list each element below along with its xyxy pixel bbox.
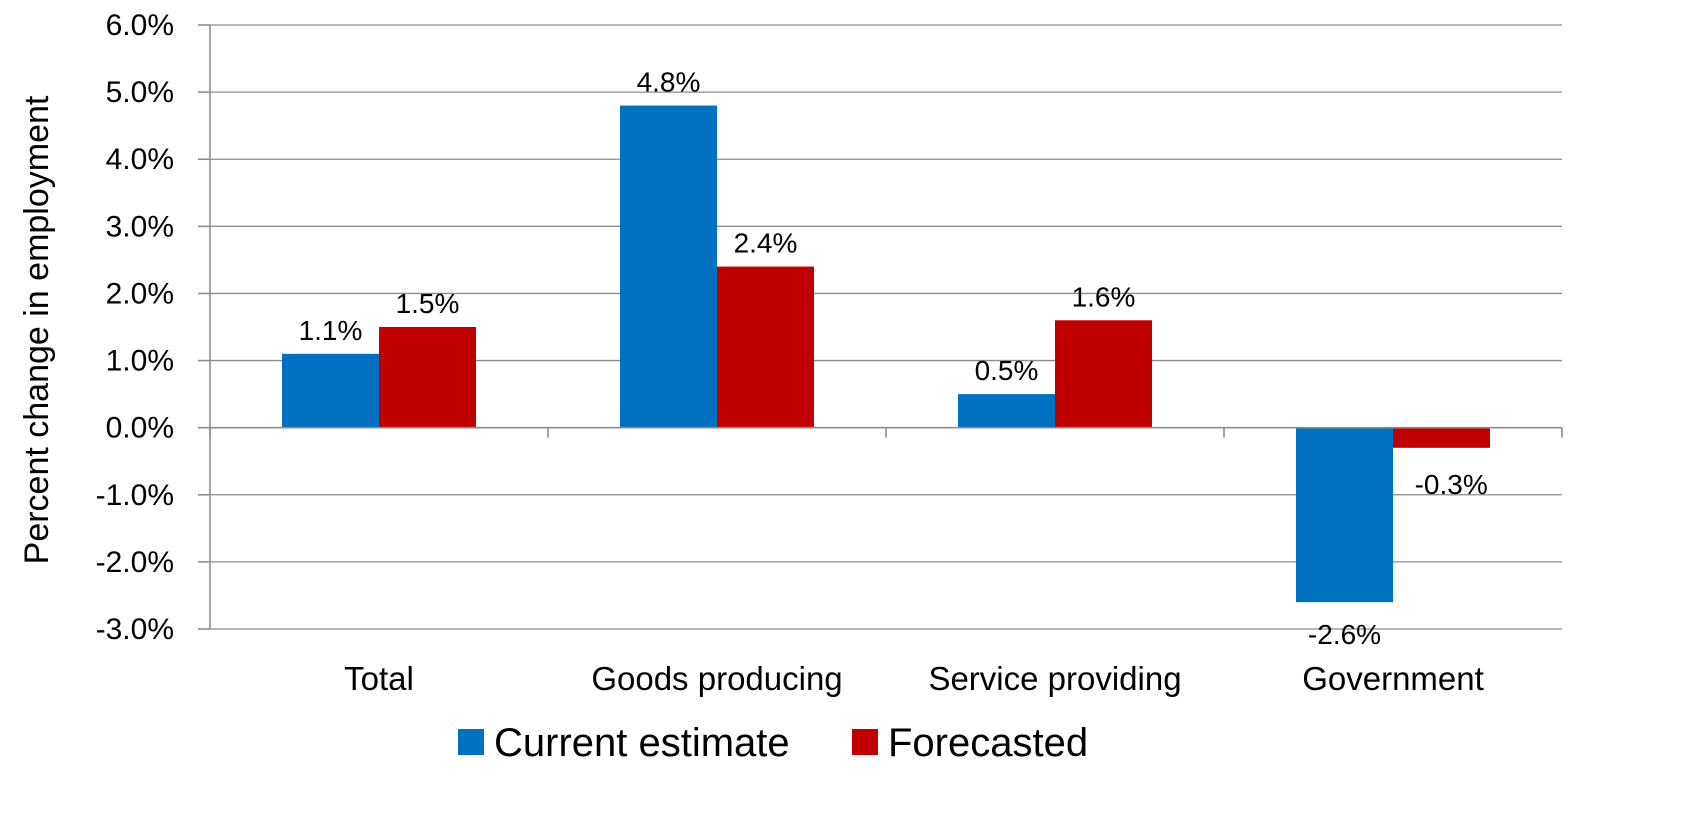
bar-current-estimate: [958, 394, 1055, 428]
data-label: -0.3%: [1415, 469, 1488, 500]
bar-current-estimate: [620, 105, 717, 428]
category-label: Service providing: [928, 660, 1181, 697]
data-label: 4.8%: [637, 67, 701, 98]
bar-current-estimate: [1296, 427, 1393, 603]
data-label: 0.5%: [975, 355, 1039, 386]
y-tick-label: 3.0%: [106, 210, 174, 243]
bars-layer: [282, 105, 1490, 603]
bar-forecasted: [1393, 427, 1490, 448]
category-label: Goods producing: [591, 660, 842, 697]
bar-forecasted: [717, 266, 814, 428]
data-label: -2.6%: [1308, 619, 1381, 650]
legend-label: Current estimate: [494, 721, 790, 765]
bar-forecasted: [379, 327, 476, 428]
category-label: Government: [1302, 660, 1484, 697]
category-label: Total: [344, 660, 414, 697]
y-tick-label: -1.0%: [96, 479, 174, 512]
legend-swatch-current-estimate: [458, 729, 484, 755]
legend-label: Forecasted: [888, 721, 1088, 765]
data-label: 1.6%: [1072, 281, 1136, 312]
data-label: 1.5%: [396, 288, 460, 319]
y-tick-label: -3.0%: [96, 613, 174, 646]
y-tick-label: -2.0%: [96, 546, 174, 579]
y-tick-label: 1.0%: [106, 345, 174, 378]
axis-layer: [198, 24, 1563, 630]
y-axis-title: Percent change in employment: [18, 95, 56, 564]
bar-current-estimate: [282, 353, 379, 428]
y-tick-label: 4.0%: [106, 143, 174, 176]
bar-forecasted: [1055, 320, 1152, 428]
y-tick-label: 6.0%: [106, 9, 174, 42]
data-label: 2.4%: [734, 228, 798, 259]
y-tick-label: 5.0%: [106, 76, 174, 109]
legend-swatch-forecasted: [852, 729, 878, 755]
labels-layer: 6.0% 5.0% 4.0% 3.0% 2.0% 1.0% 0.0% -1.0% -2.0% -3…: [96, 9, 1488, 697]
y-tick-label: 0.0%: [106, 412, 174, 445]
legend: Current estimate Forecasted: [458, 721, 1088, 765]
y-tick-label: 2.0%: [106, 277, 174, 310]
data-label: 1.1%: [299, 315, 363, 346]
